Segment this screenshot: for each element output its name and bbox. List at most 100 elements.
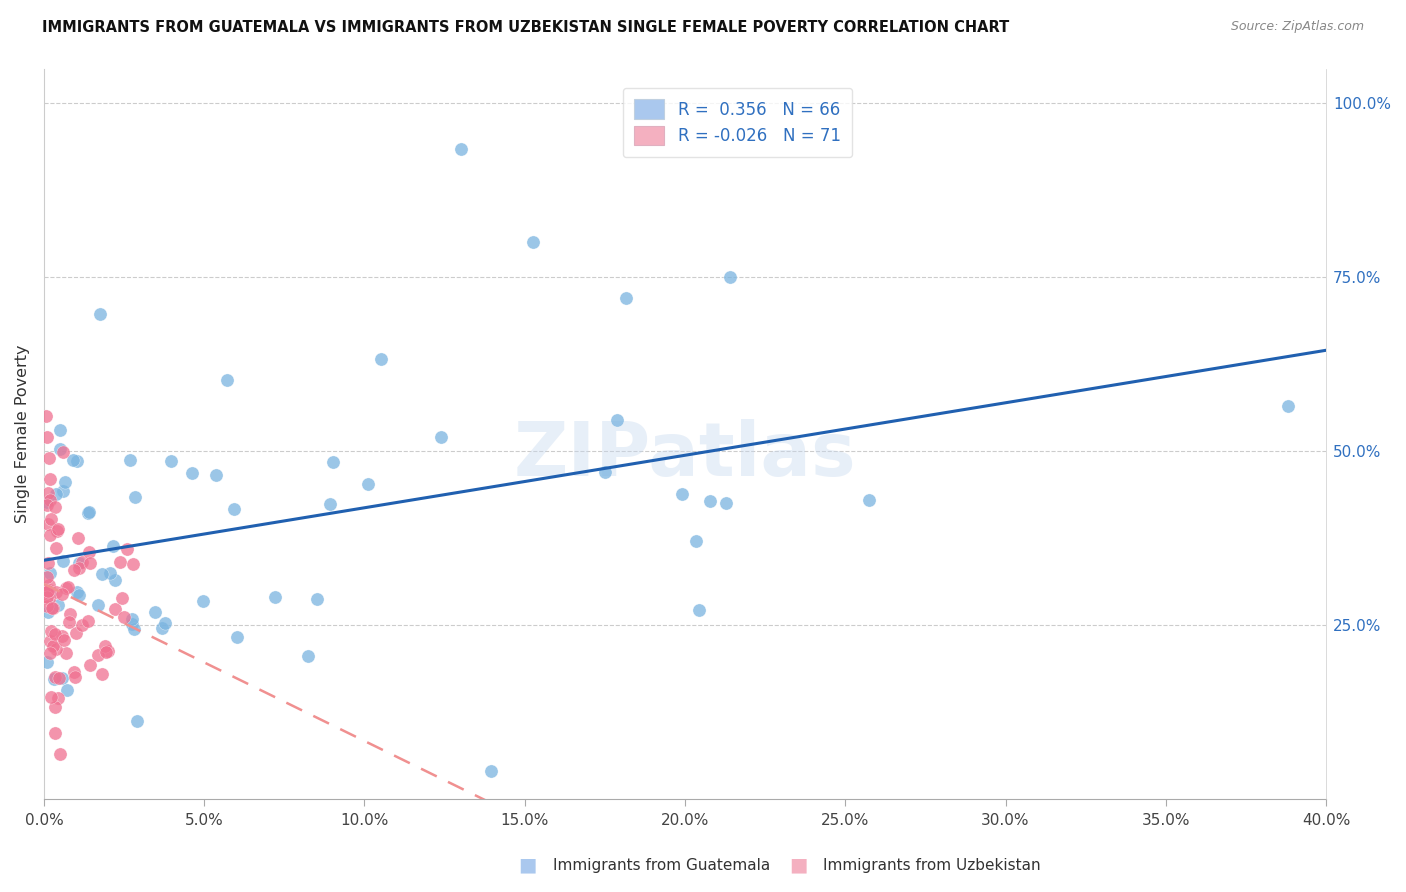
Point: [49, 423, 72, 437]
Point: [65, 626, 87, 640]
Point: [39, 624, 62, 638]
Point: [191, 593, 214, 607]
Point: [98, 566, 121, 580]
Point: [37, 584, 59, 599]
Point: [46, 524, 69, 538]
Point: [122, 623, 145, 637]
Point: [41, 600, 63, 615]
Point: [37, 486, 59, 500]
Point: [430, 430, 453, 444]
Point: [153, 616, 176, 631]
Point: [44, 670, 66, 684]
Point: [51, 629, 73, 643]
Point: [94, 639, 117, 653]
Point: [44, 627, 66, 641]
Point: [38, 582, 60, 597]
Point: [357, 477, 380, 491]
Point: [51, 587, 73, 601]
Point: [150, 621, 173, 635]
Point: [699, 494, 721, 508]
Point: [112, 610, 135, 624]
Point: [45, 487, 67, 501]
Y-axis label: Single Female Poverty: Single Female Poverty: [15, 344, 30, 523]
Point: [49, 747, 72, 761]
Point: [58, 580, 80, 594]
Point: [45, 585, 67, 599]
Point: [37, 606, 59, 620]
Point: [121, 612, 143, 626]
Point: [63, 563, 86, 577]
Point: [37, 655, 59, 669]
Point: [685, 534, 707, 549]
Point: [121, 616, 143, 631]
Point: [51, 671, 73, 685]
Point: [63, 670, 86, 684]
Point: [58, 615, 80, 630]
Point: [42, 672, 65, 686]
Point: [45, 541, 67, 556]
Point: [38, 592, 60, 607]
Legend: R =  0.356   N = 66, R = -0.026   N = 71: R = 0.356 N = 66, R = -0.026 N = 71: [623, 87, 852, 157]
Point: [614, 291, 637, 305]
Point: [124, 490, 146, 504]
Point: [35, 409, 58, 424]
Point: [222, 501, 245, 516]
Point: [322, 455, 344, 469]
Point: [38, 578, 60, 592]
Point: [77, 614, 100, 628]
Point: [215, 373, 238, 387]
Point: [39, 492, 62, 507]
Point: [688, 603, 710, 617]
Point: [52, 484, 75, 499]
Point: [94, 645, 117, 659]
Point: [66, 453, 89, 467]
Text: Source: ZipAtlas.com: Source: ZipAtlas.com: [1230, 20, 1364, 33]
Point: [180, 466, 202, 480]
Point: [63, 665, 86, 680]
Point: [226, 630, 249, 644]
Point: [39, 634, 62, 648]
Point: [38, 528, 60, 542]
Point: [305, 591, 328, 606]
Text: ■: ■: [517, 855, 537, 875]
Point: [37, 585, 59, 599]
Point: [1277, 399, 1299, 413]
Point: [593, 465, 616, 479]
Text: Immigrants from Guatemala: Immigrants from Guatemala: [553, 858, 770, 872]
Point: [55, 581, 77, 595]
Point: [35, 430, 58, 444]
Point: [35, 599, 58, 614]
Point: [122, 557, 145, 571]
Point: [143, 605, 166, 619]
Point: [450, 142, 472, 156]
Point: [44, 726, 66, 740]
Point: [79, 658, 101, 673]
Point: [42, 639, 65, 653]
Point: [46, 598, 69, 612]
Point: [44, 699, 66, 714]
Point: [37, 556, 59, 570]
Point: [38, 451, 60, 466]
Point: [370, 352, 392, 367]
Point: [52, 444, 75, 458]
Point: [606, 413, 628, 427]
Point: [39, 512, 62, 526]
Point: [67, 531, 90, 545]
Point: [49, 442, 72, 456]
Point: [53, 632, 76, 647]
Point: [52, 554, 75, 568]
Point: [87, 599, 110, 613]
Point: [115, 541, 138, 556]
Text: ZIPatlas: ZIPatlas: [513, 419, 856, 492]
Point: [62, 453, 84, 467]
Point: [70, 555, 93, 569]
Point: [67, 589, 90, 603]
Point: [204, 468, 226, 483]
Point: [38, 472, 60, 486]
Point: [56, 682, 79, 697]
Point: [718, 270, 741, 285]
Point: [37, 516, 59, 531]
Point: [858, 492, 880, 507]
Point: [104, 602, 127, 616]
Point: [59, 607, 82, 621]
